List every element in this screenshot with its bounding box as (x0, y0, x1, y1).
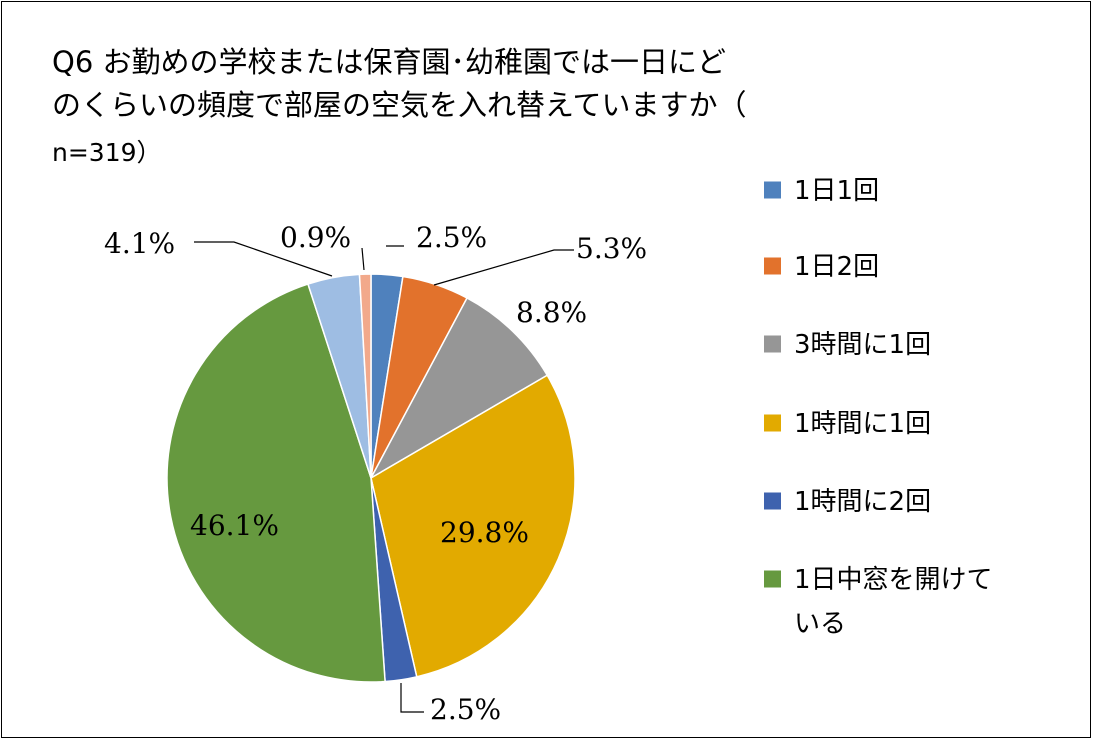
legend-swatch-2 (764, 257, 781, 275)
legend-swatch-1 (764, 181, 781, 199)
legend-swatch-5 (764, 492, 781, 510)
legend-label-3: 3時間に1回 (794, 330, 931, 360)
data-label-1: 2.5% (416, 221, 487, 254)
leader-line-8 (361, 247, 365, 271)
leader-lines (194, 241, 574, 713)
data-label-8: 0.9% (280, 221, 351, 254)
data-label-3: 8.8% (516, 296, 587, 329)
legend-label-1: 1日1回 (794, 176, 879, 206)
legend-label-2: 1日2回 (794, 252, 879, 282)
legend-label-4: 1時間に1回 (794, 409, 931, 439)
legend-label-6-line-2: いる (794, 609, 846, 639)
pie-slice-4 (370, 374, 576, 678)
pie-slice-3 (369, 296, 549, 480)
chart-title-line-3: n=319） (52, 138, 162, 167)
leader-line-7 (194, 241, 333, 277)
chart-title-line-2: のくらいの頻度で部屋の空気を入れ替えていますか（ (52, 88, 747, 122)
chart-title: Q6 お勤めの学校または保育園･幼稚園では一日にど のくらいの頻度で部屋の空気を… (52, 45, 747, 167)
pie-slices (166, 273, 576, 683)
leader-line-5 (400, 683, 424, 713)
pie-slice-6 (166, 283, 386, 683)
legend-swatch-4 (764, 414, 781, 432)
legend-label-6-line-1: 1日中窓を開けて (794, 565, 993, 595)
data-label-5: 2.5% (430, 693, 501, 726)
pie-slice-8 (358, 273, 372, 479)
legend-swatch-6 (764, 570, 781, 588)
data-labels: 2.5% 5.3% 8.8% 29.8% 2.5% 46.1% 4.1% 0.9% (104, 221, 647, 726)
legend-swatch-3 (764, 335, 781, 353)
data-label-4: 29.8% (440, 516, 529, 549)
chart-title-line-1: Q6 お勤めの学校または保育園･幼稚園では一日にど (52, 45, 726, 79)
data-label-7: 4.1% (104, 227, 175, 260)
data-label-2: 5.3% (576, 232, 647, 265)
data-label-6: 46.1% (190, 509, 279, 542)
legend-label-5: 1時間に2回 (794, 487, 931, 517)
leader-line-2 (433, 249, 574, 286)
